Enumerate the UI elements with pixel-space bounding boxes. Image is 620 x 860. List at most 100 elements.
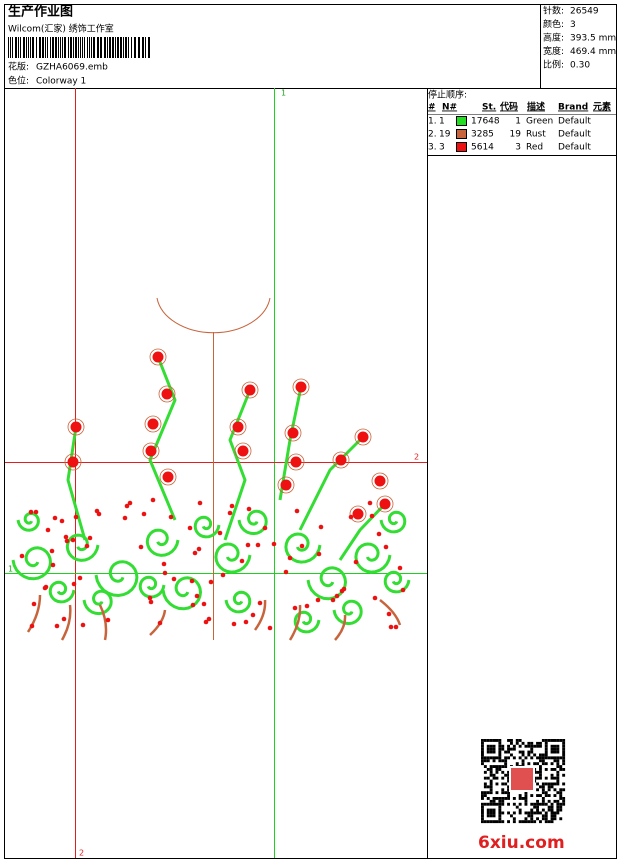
qr-cell bbox=[518, 820, 522, 824]
column-header: # bbox=[428, 103, 436, 113]
qr-cell bbox=[556, 782, 560, 786]
qr-cell bbox=[559, 739, 563, 742]
qr-cell bbox=[512, 747, 516, 751]
color-swatch bbox=[456, 129, 467, 139]
qr-cell bbox=[507, 788, 510, 792]
qr-cell bbox=[524, 797, 528, 800]
qr-cell bbox=[544, 753, 548, 757]
qr-cell bbox=[547, 805, 551, 809]
qr-cell bbox=[547, 799, 551, 803]
qr-cell bbox=[489, 791, 493, 795]
qr-cell bbox=[498, 817, 502, 821]
qr-cell bbox=[553, 739, 557, 742]
qr-cell bbox=[498, 750, 502, 754]
qr-cell bbox=[539, 759, 542, 763]
qr-cell bbox=[498, 753, 502, 757]
bar-stripe bbox=[134, 37, 136, 58]
qr-cell bbox=[550, 762, 554, 766]
qr-cell bbox=[547, 739, 551, 742]
bar-stripe bbox=[10, 37, 11, 58]
bar-stripe bbox=[82, 37, 83, 58]
red-dot bbox=[45, 527, 51, 533]
qr-cell bbox=[481, 814, 484, 818]
qr-cell bbox=[544, 744, 548, 748]
watermark: 6xiu.com bbox=[478, 833, 565, 853]
qr-cell bbox=[562, 747, 566, 751]
qr-cell bbox=[483, 782, 487, 786]
column-header: Brand bbox=[558, 103, 588, 113]
qr-cell bbox=[510, 741, 513, 745]
bar-stripe bbox=[15, 37, 17, 58]
red-dot bbox=[162, 570, 168, 576]
qr-cell bbox=[489, 814, 493, 818]
flower bbox=[232, 421, 244, 433]
qr-cell bbox=[498, 802, 502, 806]
flower bbox=[280, 479, 292, 491]
qr-cell bbox=[541, 814, 545, 818]
qr-cell bbox=[556, 747, 560, 751]
qr-cell bbox=[541, 788, 545, 792]
qr-cell bbox=[541, 799, 545, 803]
qr-cell bbox=[562, 762, 566, 766]
red-dot bbox=[287, 555, 293, 561]
qr-cell bbox=[481, 802, 484, 806]
qr-cell bbox=[544, 776, 548, 780]
qr-cell bbox=[486, 756, 490, 760]
qr-cell bbox=[492, 750, 496, 754]
qr-cell bbox=[481, 811, 484, 815]
qr-cell bbox=[541, 817, 545, 821]
flower-outline bbox=[292, 378, 310, 396]
qr-cell bbox=[492, 799, 496, 803]
qr-cell bbox=[489, 765, 493, 768]
qr-cell bbox=[544, 756, 548, 760]
qr-cell bbox=[550, 811, 554, 815]
qr-cell bbox=[481, 791, 484, 795]
qr-cell bbox=[492, 773, 496, 777]
red-dot bbox=[304, 603, 310, 609]
bar-stripe bbox=[97, 37, 99, 58]
qr-cell bbox=[527, 753, 531, 757]
qr-cell bbox=[495, 756, 499, 760]
qr-cell bbox=[530, 808, 534, 812]
color-swatch bbox=[456, 116, 467, 126]
qr-cell bbox=[507, 747, 510, 751]
qr-cell bbox=[544, 741, 548, 745]
qr-cell bbox=[489, 782, 493, 786]
qr-cell bbox=[492, 744, 496, 748]
qr-cell bbox=[498, 747, 502, 751]
qr-cell bbox=[550, 776, 554, 780]
green-scroll bbox=[284, 532, 322, 564]
qr-cell bbox=[553, 814, 557, 818]
red-dot bbox=[157, 620, 163, 626]
flower-outline bbox=[287, 453, 305, 471]
qr-cell bbox=[515, 739, 519, 742]
red-dot bbox=[190, 602, 196, 608]
qr-cell bbox=[539, 753, 542, 757]
bar-stripe bbox=[28, 37, 29, 58]
red-dot bbox=[217, 530, 223, 536]
qr-cell bbox=[556, 770, 560, 774]
red-dot bbox=[105, 617, 111, 623]
column-header: N# bbox=[442, 103, 457, 113]
qr-cell bbox=[521, 797, 525, 800]
qr-cell bbox=[507, 776, 510, 780]
qr-cell bbox=[504, 782, 508, 786]
qr-cell bbox=[489, 773, 493, 777]
red-dot bbox=[150, 497, 156, 503]
bar-stripe bbox=[52, 37, 54, 58]
qr-cell bbox=[541, 808, 545, 812]
qr-cell bbox=[495, 768, 499, 771]
qr-cell bbox=[498, 808, 502, 812]
qr-cell bbox=[562, 782, 566, 786]
qr-cell bbox=[539, 776, 542, 780]
qr-cell bbox=[539, 794, 542, 797]
bar-stripe bbox=[39, 37, 41, 58]
qr-cell bbox=[512, 820, 516, 824]
qr-cell bbox=[501, 788, 505, 792]
qr-cell bbox=[556, 773, 560, 777]
red-dot bbox=[96, 511, 102, 517]
flower-outline bbox=[241, 381, 259, 399]
bar-stripe bbox=[62, 37, 63, 58]
qr-cell bbox=[550, 739, 554, 742]
qr-cell bbox=[498, 744, 502, 748]
